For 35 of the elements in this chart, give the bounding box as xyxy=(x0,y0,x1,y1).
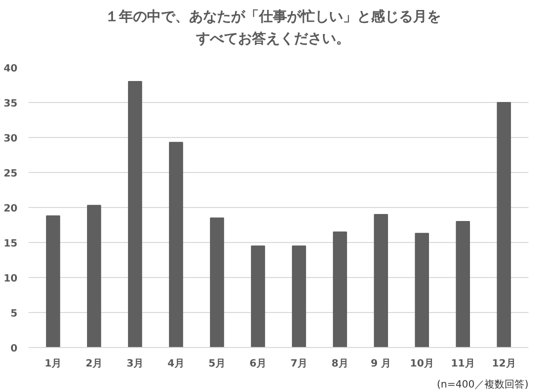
x-tick-label: 3月 xyxy=(126,358,144,370)
bar xyxy=(332,232,348,348)
x-tick-label: 11月 xyxy=(450,358,475,370)
bar xyxy=(168,142,184,348)
x-tick-label: 12月 xyxy=(492,358,516,370)
bar xyxy=(87,204,102,348)
bar xyxy=(292,246,306,348)
y-tick-label: 35 xyxy=(4,98,18,110)
bar xyxy=(128,81,142,348)
chart-title: １年の中で、あなたが「仕事が忙しい」と感じる月をすべてお答えください。 xyxy=(105,8,441,49)
x-tick-label: 9 月 xyxy=(370,358,392,370)
y-tick-label: 15 xyxy=(4,238,18,250)
x-tick-label: 10月 xyxy=(410,358,434,370)
x-tick-label: 4月 xyxy=(168,358,185,370)
y-tick-label: 0 xyxy=(10,344,18,354)
x-tick-label: 8月 xyxy=(331,358,348,370)
x-tick-label: 6月 xyxy=(250,358,266,370)
x-tick-label: 5月 xyxy=(208,358,226,370)
bar xyxy=(496,102,511,348)
y-tick-label: 5 xyxy=(10,308,18,320)
text: (n=400／複数回答) xyxy=(436,378,529,390)
bar xyxy=(46,215,60,348)
y-tick-label: 30 xyxy=(4,134,18,144)
y-tick-label: 20 xyxy=(4,204,18,214)
bar xyxy=(456,221,470,348)
x-tick-label: 2月 xyxy=(86,358,103,370)
y-tick-label: 10 xyxy=(4,274,18,284)
y-tick-label: 40 xyxy=(4,64,18,74)
bar xyxy=(210,218,224,348)
bar xyxy=(414,232,429,348)
x-tick-label: 7月 xyxy=(290,358,308,370)
bar xyxy=(374,214,388,348)
bar xyxy=(250,246,266,348)
y-tick-label: 25 xyxy=(4,168,18,180)
x-tick-label: 1月 xyxy=(44,358,62,370)
